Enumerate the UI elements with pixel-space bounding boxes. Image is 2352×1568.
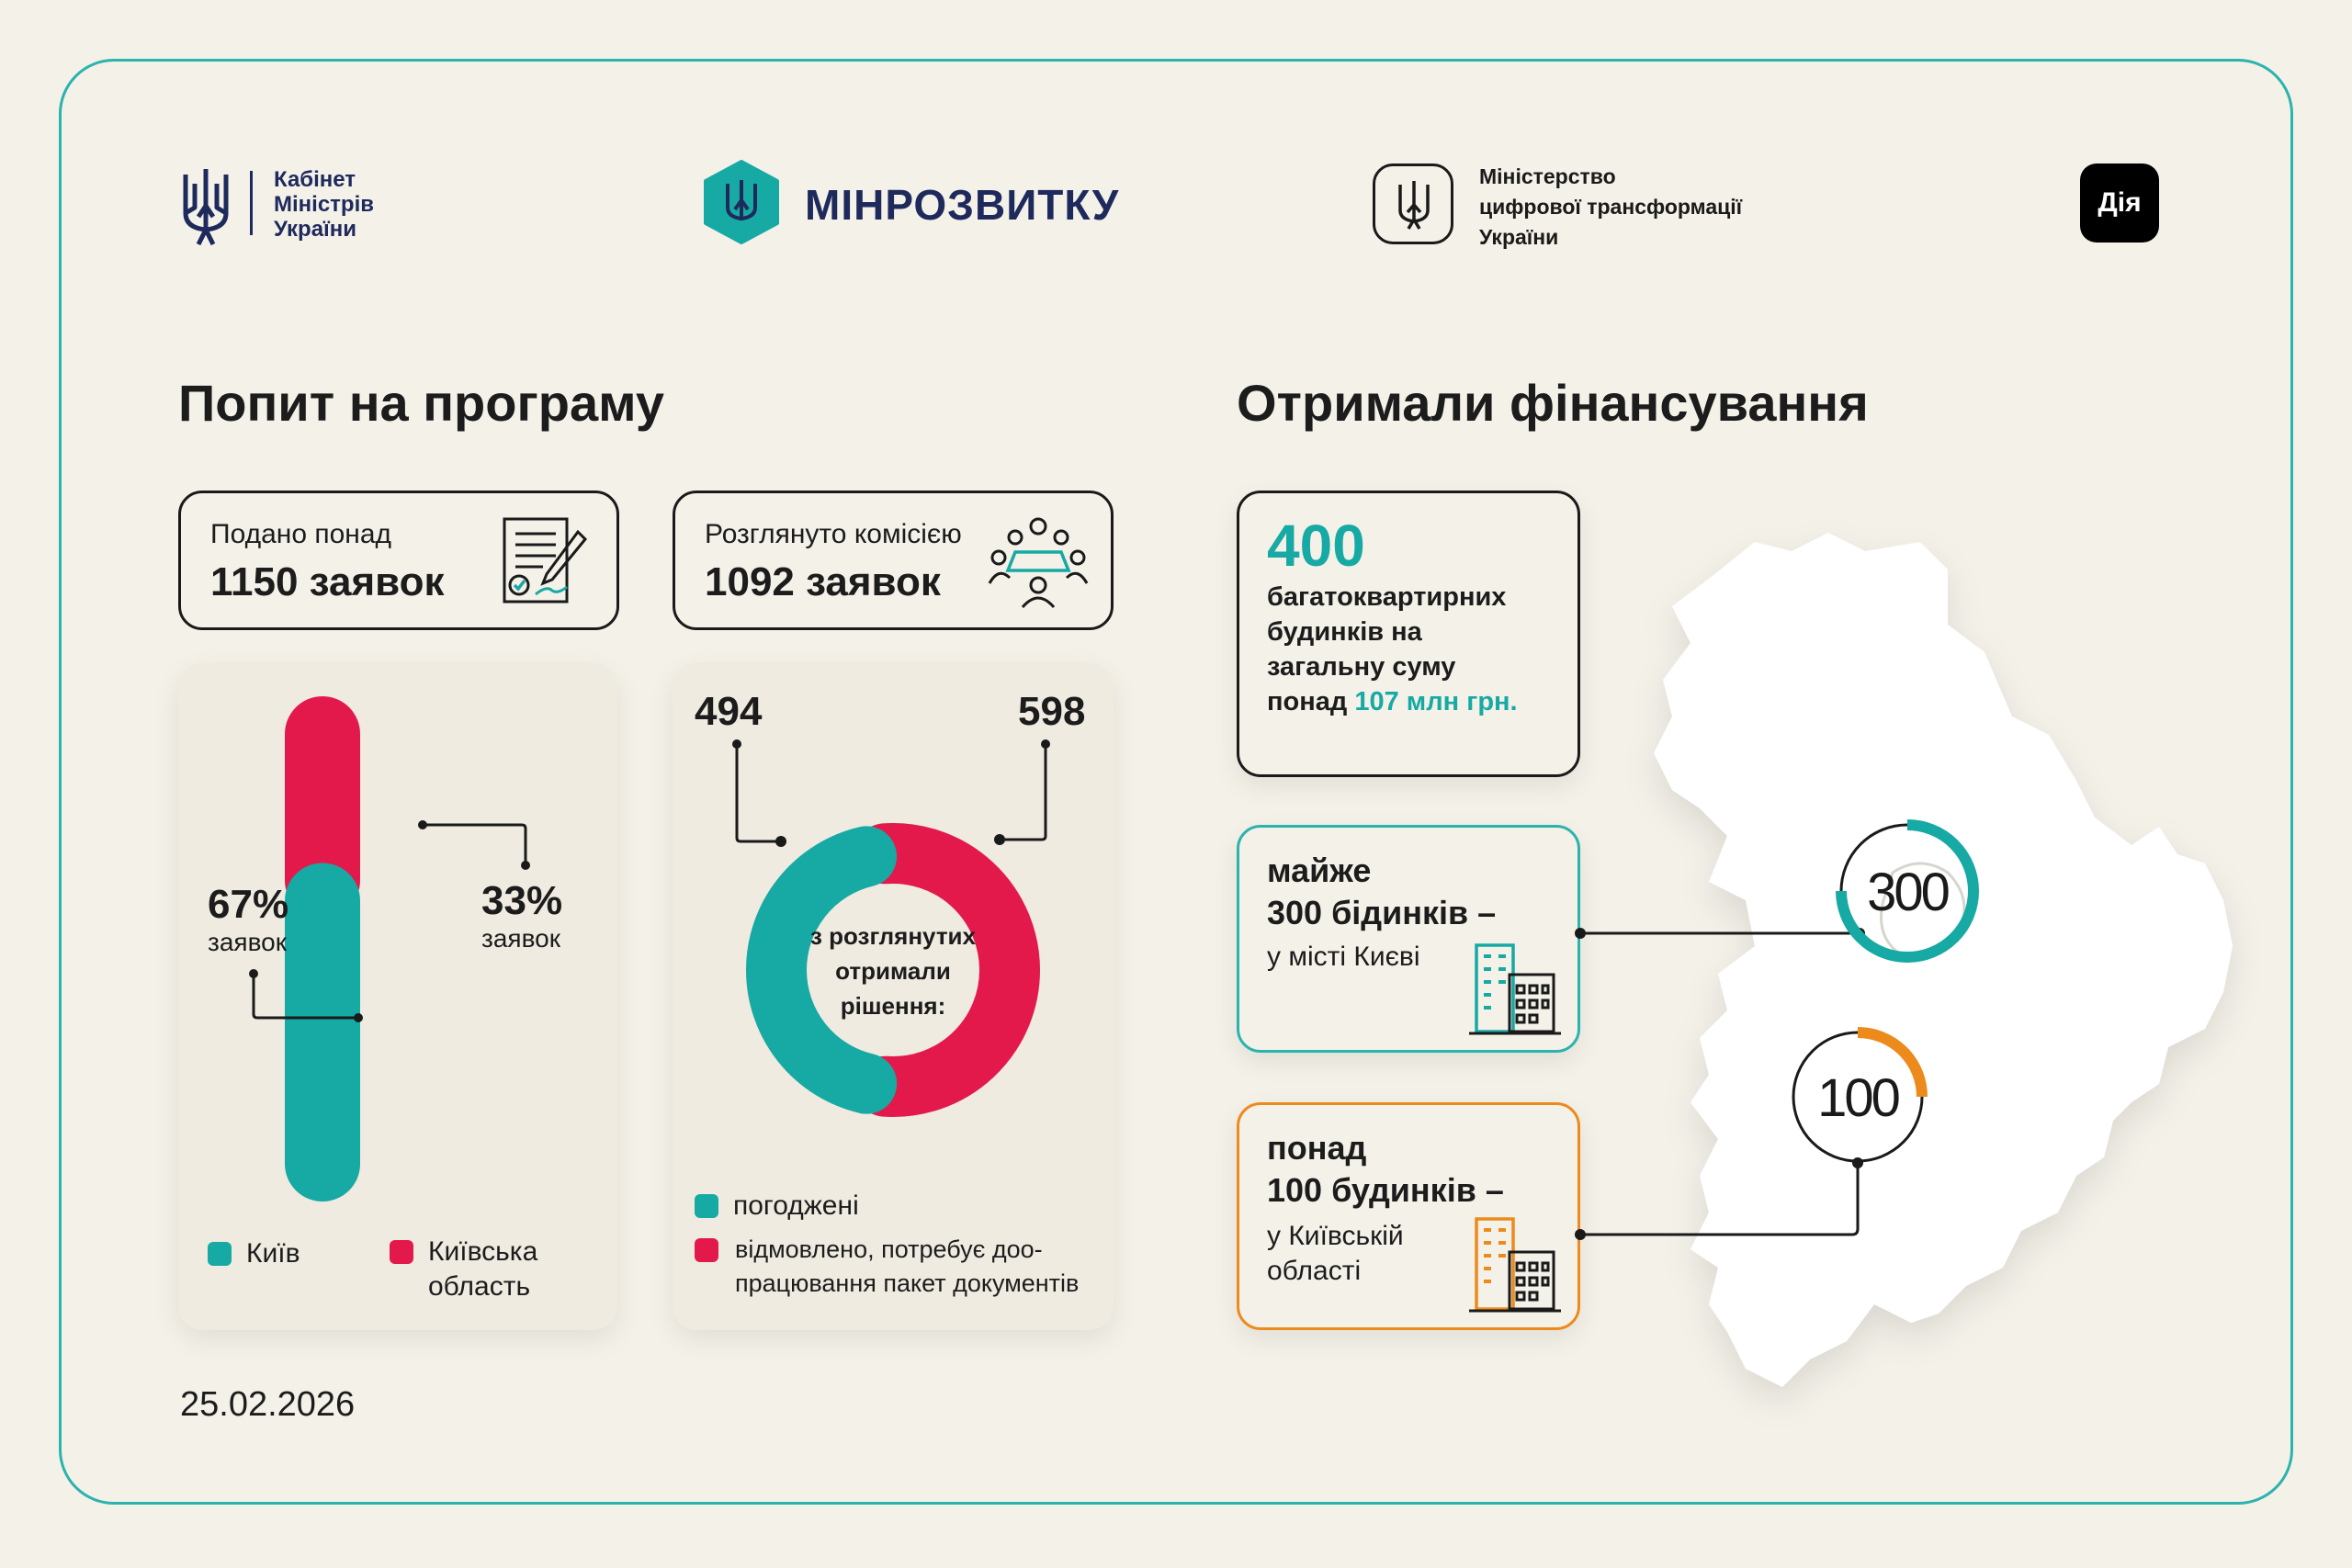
kyiv-map-connector-start <box>1575 928 1586 939</box>
region-map-connector-start <box>1575 1229 1586 1240</box>
region-map-shape <box>1654 533 2233 1387</box>
funding-title: Отримали фінансування <box>1237 374 1869 432</box>
region-map-connector <box>1580 1163 1860 1236</box>
total-card: 400 багатоквартирних будинків на загальн… <box>1237 491 1580 777</box>
submitted-value: 1150 заявок <box>210 559 445 604</box>
region-pct-unit: заявок <box>481 924 560 953</box>
cabinet-logo: Кабінет Міністрів України <box>178 165 417 248</box>
left-connector-line <box>735 744 781 843</box>
left-connector-end <box>775 836 786 847</box>
cabinet-logo-divider <box>250 171 253 235</box>
signed-document-icon <box>503 517 588 604</box>
report-date: 25.02.2026 <box>180 1385 356 1424</box>
region-split-panel: 67% заявок 33% заявок Київ Київська обла… <box>178 663 617 1330</box>
kyiv-card-line1: майже <box>1267 852 1372 889</box>
legend-rejected-swatch <box>695 1238 718 1262</box>
total-text: багатоквартирних будинків на загальну су… <box>1267 582 1518 716</box>
region-connector-line <box>423 823 527 865</box>
donut-left-value: 494 <box>695 689 763 734</box>
region-card-line1: понад <box>1267 1129 1367 1167</box>
left-connector-dot <box>732 739 741 749</box>
legend-approved-label: погоджені <box>733 1190 859 1221</box>
trident-icon <box>183 169 229 246</box>
apartment-building-icon <box>1469 943 1561 1035</box>
region-card-line3: у Київській області <box>1267 1221 1404 1286</box>
kyiv-connector-dot <box>249 969 258 978</box>
legend-kyiv: Київ <box>208 1238 300 1269</box>
legend-region-label: Київська область <box>428 1236 538 1302</box>
ministry-digital-text: Міністерство цифрової трансформації Укра… <box>1479 164 1743 249</box>
total-sum: 107 млн грн. <box>1354 687 1518 716</box>
right-connector-line <box>1000 744 1047 841</box>
kyiv-pct-unit: заявок <box>208 928 287 956</box>
right-connector-dot <box>1041 739 1050 749</box>
submitted-label: Подано понад <box>210 519 392 549</box>
legend-region-swatch <box>390 1240 413 1264</box>
kyiv-region-card: понад 100 будинків – у Київській області <box>1237 1102 1580 1330</box>
legend-approved: погоджені <box>695 1190 859 1222</box>
region-circle-label: 100 <box>1817 1068 1901 1128</box>
bar-segment-kyiv <box>285 863 360 1201</box>
total-value: 400 <box>1267 513 1365 579</box>
submitted-card: Подано понад 1150 заявок <box>178 491 619 630</box>
cabinet-logo-text: Кабінет Міністрів України <box>274 167 375 242</box>
hexagon-logo-icon <box>704 160 779 244</box>
reviewed-value: 1092 заявок <box>705 559 941 604</box>
legend-approved-swatch <box>695 1194 718 1218</box>
minrozvytku-label: МІНРОЗВИТКУ <box>805 181 1120 229</box>
donut-center-text: з розглянутих отримали рішення: <box>809 922 977 1020</box>
region-connector-start <box>418 820 427 829</box>
outer-frame <box>59 59 2293 1505</box>
decisions-panel: 494 598 з розглянутих отримали рішення: … <box>673 663 1114 1330</box>
kyiv-progress-arc <box>1836 819 1979 963</box>
ministry-digital-badge <box>1373 164 1453 244</box>
diia-label: Дія <box>2098 187 2142 218</box>
region-connector-dot <box>521 861 530 870</box>
reviewed-card: Розглянуто комісією 1092 заявок <box>673 491 1114 630</box>
region-card-line2: 100 будинків – <box>1267 1171 1504 1209</box>
donut-segment-rejected <box>854 823 1040 1117</box>
region-map-connector-end <box>1852 1157 1863 1168</box>
total-sum-prefix: понад <box>1267 687 1355 716</box>
ministry-digital-logo: Міністерство цифрової трансформації Укра… <box>1373 162 1832 254</box>
reviewed-label: Розглянуто комісією <box>705 519 962 549</box>
kyiv-connector-end <box>354 1013 363 1022</box>
region-progress-arc <box>1857 1027 1928 1098</box>
apartment-building-icon <box>1469 1217 1561 1313</box>
donut-segment-approved <box>746 826 898 1114</box>
diia-logo: Дія <box>2080 164 2159 243</box>
right-connector-end <box>994 834 1005 845</box>
kyiv-card-line2: 300 бідинків – <box>1267 894 1497 931</box>
committee-meeting-icon <box>988 517 1089 609</box>
kyiv-pct: 67% <box>208 882 289 927</box>
kyiv-card-line3: у місті Києві <box>1267 942 1420 972</box>
kyiv-city-card: майже 300 бідинків – у місті Києві <box>1237 825 1580 1053</box>
legend-kyiv-swatch <box>208 1242 232 1266</box>
bar-segment-region <box>285 696 360 919</box>
trident-icon <box>1398 181 1430 230</box>
kyiv-circle-label: 300 <box>1867 863 1951 922</box>
decisions-donut-chart <box>732 739 1050 1117</box>
kyiv-connector-line <box>252 974 358 1020</box>
region-pct: 33% <box>481 878 563 923</box>
legend-rejected-label: відмовлено, потребує доо- працювання пак… <box>735 1235 1080 1297</box>
stacked-bar-chart <box>249 696 530 1201</box>
demand-title: Попит на програму <box>178 374 664 432</box>
minrozvytku-logo: МІНРОЗВИТКУ <box>702 160 1118 252</box>
legend-kyiv-label: Київ <box>246 1238 300 1269</box>
donut-right-value: 598 <box>1018 689 1086 734</box>
